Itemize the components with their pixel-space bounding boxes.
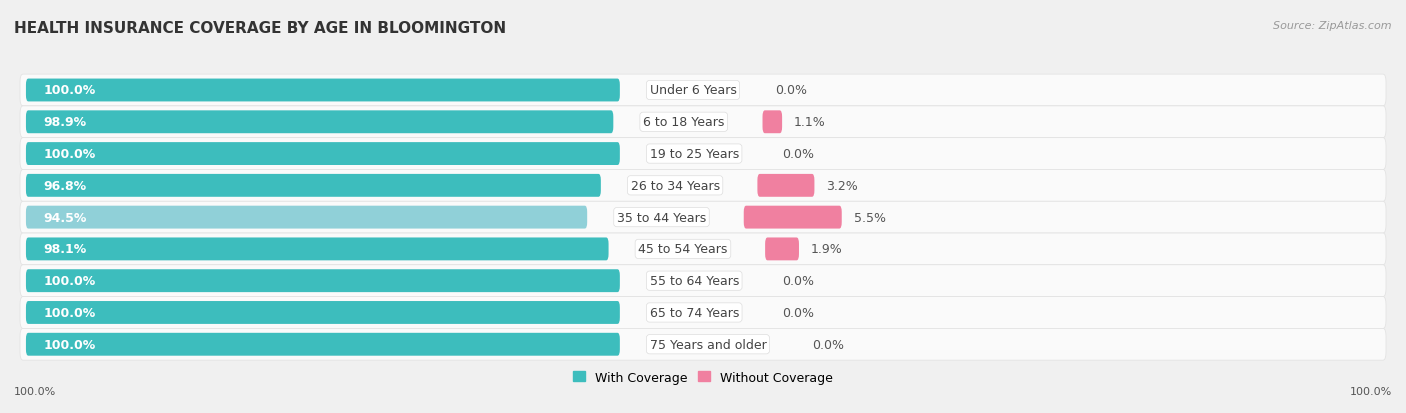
- Text: 100.0%: 100.0%: [44, 338, 96, 351]
- FancyBboxPatch shape: [744, 206, 842, 229]
- Text: 0.0%: 0.0%: [811, 338, 844, 351]
- FancyBboxPatch shape: [20, 329, 1386, 360]
- FancyBboxPatch shape: [758, 174, 814, 197]
- Text: 94.5%: 94.5%: [44, 211, 87, 224]
- Text: 100.0%: 100.0%: [44, 275, 96, 287]
- Text: 100.0%: 100.0%: [1350, 387, 1392, 396]
- Text: 0.0%: 0.0%: [782, 306, 814, 319]
- Text: 96.8%: 96.8%: [44, 179, 87, 192]
- FancyBboxPatch shape: [25, 301, 620, 324]
- Text: 35 to 44 Years: 35 to 44 Years: [617, 211, 706, 224]
- FancyBboxPatch shape: [25, 143, 620, 166]
- Text: 0.0%: 0.0%: [782, 148, 814, 161]
- Text: 5.5%: 5.5%: [853, 211, 886, 224]
- FancyBboxPatch shape: [20, 75, 1386, 107]
- FancyBboxPatch shape: [25, 111, 613, 134]
- Text: HEALTH INSURANCE COVERAGE BY AGE IN BLOOMINGTON: HEALTH INSURANCE COVERAGE BY AGE IN BLOO…: [14, 21, 506, 36]
- FancyBboxPatch shape: [762, 111, 782, 134]
- Text: 26 to 34 Years: 26 to 34 Years: [630, 179, 720, 192]
- Text: 1.9%: 1.9%: [811, 243, 842, 256]
- FancyBboxPatch shape: [20, 265, 1386, 297]
- Legend: With Coverage, Without Coverage: With Coverage, Without Coverage: [568, 366, 838, 389]
- Text: 6 to 18 Years: 6 to 18 Years: [643, 116, 724, 129]
- Text: 55 to 64 Years: 55 to 64 Years: [650, 275, 740, 287]
- Text: 100.0%: 100.0%: [44, 306, 96, 319]
- FancyBboxPatch shape: [25, 238, 609, 261]
- Text: 100.0%: 100.0%: [44, 148, 96, 161]
- Text: 1.1%: 1.1%: [794, 116, 825, 129]
- Text: 3.2%: 3.2%: [827, 179, 858, 192]
- Text: 100.0%: 100.0%: [44, 84, 96, 97]
- FancyBboxPatch shape: [25, 270, 620, 292]
- FancyBboxPatch shape: [25, 174, 600, 197]
- Text: 98.9%: 98.9%: [44, 116, 87, 129]
- FancyBboxPatch shape: [20, 202, 1386, 233]
- Text: Source: ZipAtlas.com: Source: ZipAtlas.com: [1274, 21, 1392, 31]
- FancyBboxPatch shape: [20, 233, 1386, 265]
- Text: 0.0%: 0.0%: [775, 84, 807, 97]
- FancyBboxPatch shape: [25, 79, 620, 102]
- FancyBboxPatch shape: [25, 206, 588, 229]
- FancyBboxPatch shape: [20, 170, 1386, 202]
- FancyBboxPatch shape: [20, 138, 1386, 170]
- Text: 75 Years and older: 75 Years and older: [650, 338, 766, 351]
- Text: 0.0%: 0.0%: [782, 275, 814, 287]
- Text: 19 to 25 Years: 19 to 25 Years: [650, 148, 738, 161]
- FancyBboxPatch shape: [20, 107, 1386, 138]
- FancyBboxPatch shape: [25, 333, 620, 356]
- Text: 45 to 54 Years: 45 to 54 Years: [638, 243, 728, 256]
- FancyBboxPatch shape: [765, 238, 799, 261]
- FancyBboxPatch shape: [20, 297, 1386, 329]
- Text: Under 6 Years: Under 6 Years: [650, 84, 737, 97]
- Text: 65 to 74 Years: 65 to 74 Years: [650, 306, 740, 319]
- Text: 98.1%: 98.1%: [44, 243, 87, 256]
- Text: 100.0%: 100.0%: [14, 387, 56, 396]
